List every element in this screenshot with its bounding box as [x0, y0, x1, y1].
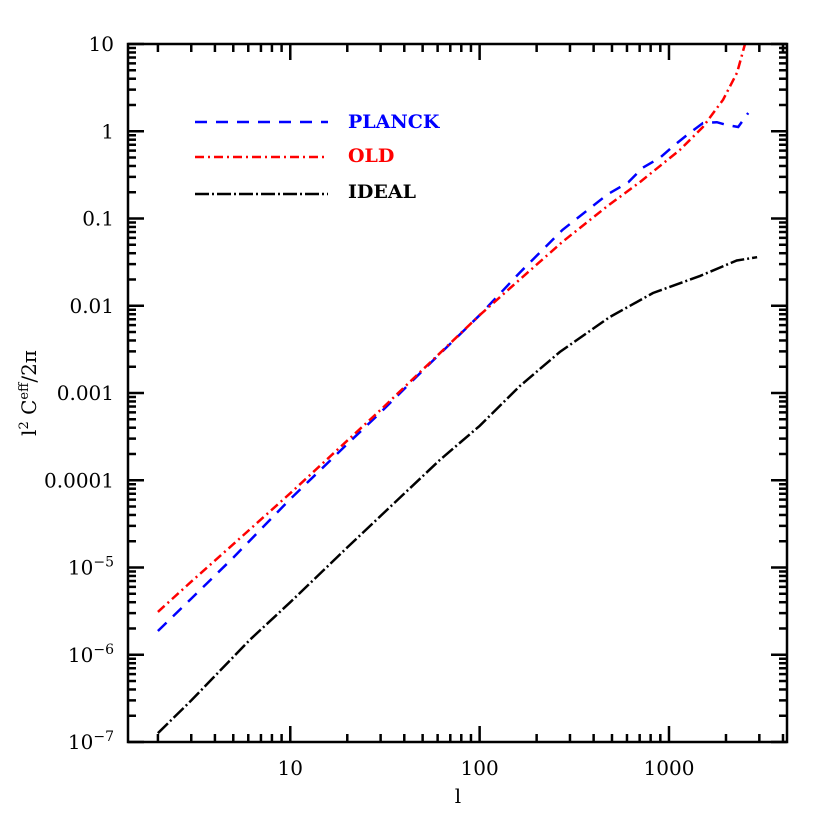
y-tick-label: 0.0001 [44, 468, 114, 492]
y-tick-label: 0.01 [69, 294, 114, 318]
legend-item-planck: PLANCK [195, 111, 441, 133]
series-line-ideal [157, 255, 758, 735]
plot-frame [126, 42, 789, 744]
x-tick-label: 1000 [644, 756, 695, 780]
x-tick-label: 10 [278, 756, 303, 780]
legend-label-old: OLD [348, 145, 394, 167]
y-tick-label: 10−6 [68, 642, 114, 667]
y-tick-label: 1 [101, 119, 114, 143]
axis-tick-labels: 10 100 1000 10 1 0.1 0.01 0.001 0.0001 10−5 10−6 10… [44, 32, 694, 780]
legend-label-planck: PLANCK [348, 111, 441, 133]
y-tick-label: 0.001 [57, 381, 114, 405]
x-axis-label: l [455, 784, 461, 808]
axis-ticks [128, 42, 787, 744]
legend-item-ideal: IDEAL [195, 181, 416, 203]
legend-item-old: OLD [195, 145, 394, 167]
y-tick-label: 10−5 [68, 555, 114, 580]
legend-label-ideal: IDEAL [348, 181, 416, 203]
plot-lines [157, 43, 758, 735]
legend: PLANCK OLD IDEAL [195, 111, 441, 203]
y-tick-label: 10−7 [68, 729, 114, 754]
y-tick-label: 10 [89, 32, 114, 56]
series-line-planck [157, 112, 750, 632]
y-axis-label: l2 Ceff/2π [17, 350, 41, 436]
series-line-old [157, 43, 747, 613]
x-tick-label: 100 [461, 756, 499, 780]
y-tick-label: 0.1 [82, 207, 114, 231]
